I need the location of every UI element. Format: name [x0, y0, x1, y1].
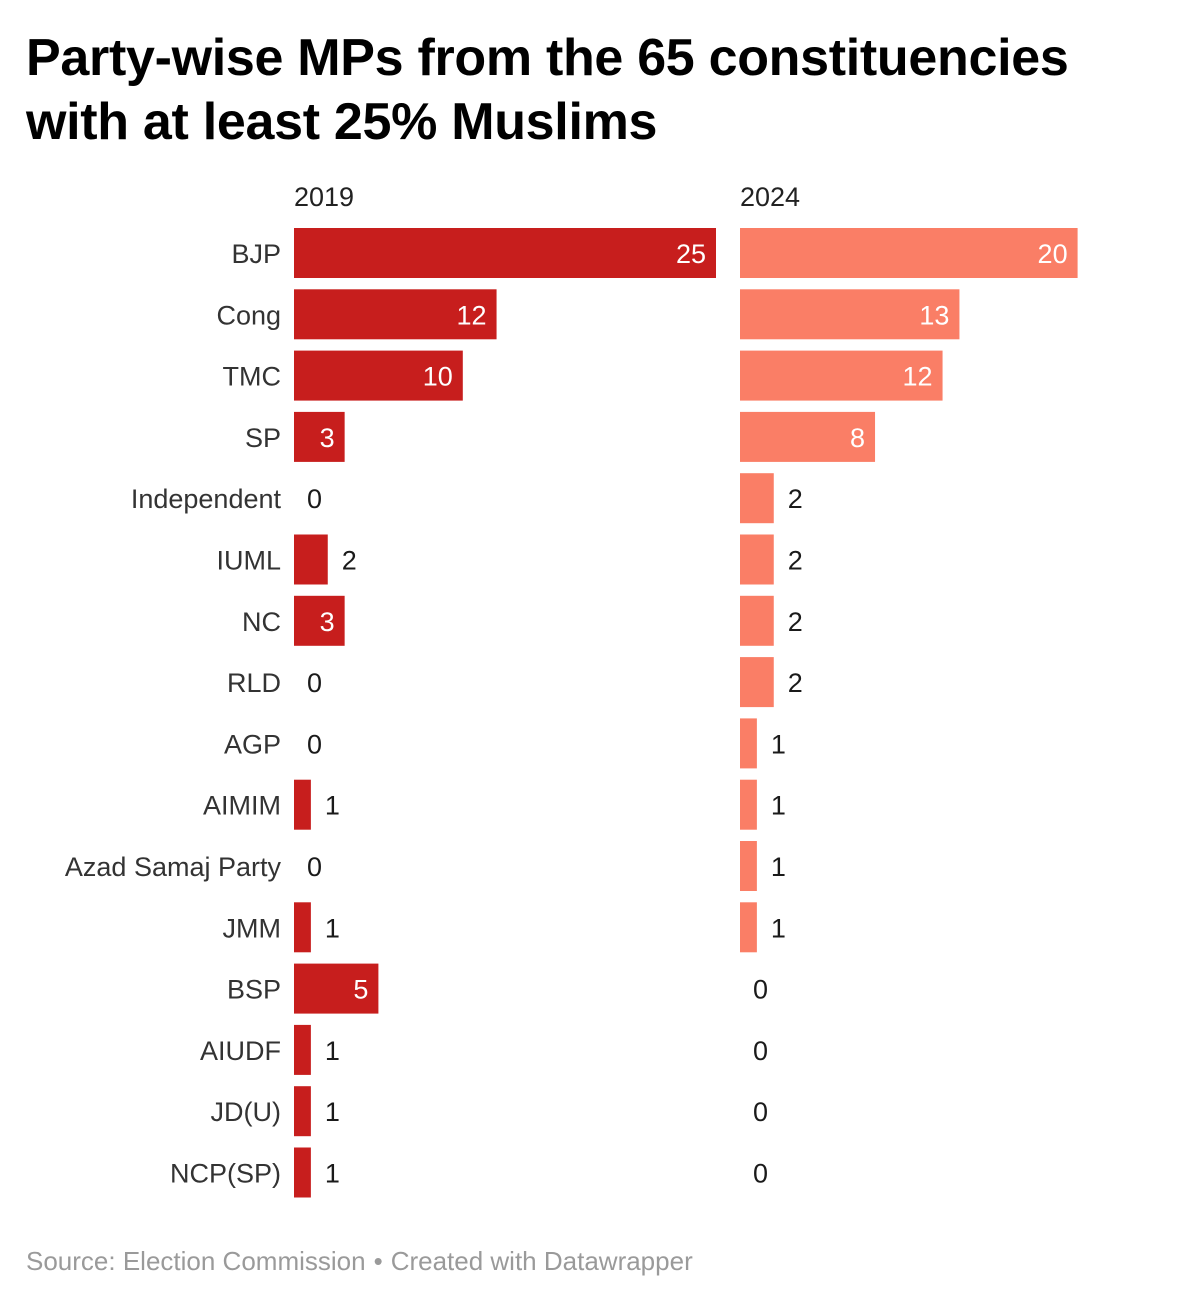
category-label: BJP	[231, 239, 281, 269]
bar-2024	[740, 534, 774, 585]
category-label: AIMIM	[203, 791, 281, 821]
category-label: NCP(SP)	[170, 1159, 281, 1189]
category-label: Cong	[216, 300, 281, 330]
bar-2024	[740, 473, 774, 524]
value-label-2019: 0	[307, 852, 322, 882]
source-note: Source: Election Commission	[26, 1246, 366, 1276]
value-label-2019: 1	[325, 1159, 340, 1189]
bar-2024	[740, 779, 757, 830]
value-label-2024: 2	[788, 668, 803, 698]
category-label: Azad Samaj Party	[65, 852, 282, 882]
value-label-2024: 0	[753, 975, 768, 1005]
value-label-2024: 13	[919, 300, 949, 330]
bar-2019	[294, 902, 311, 953]
value-label-2019: 3	[320, 423, 335, 453]
bar-2019	[294, 1147, 311, 1198]
category-label: RLD	[227, 668, 281, 698]
category-label: IUML	[216, 546, 281, 576]
category-label: JD(U)	[211, 1097, 281, 1127]
value-label-2024: 8	[850, 423, 865, 453]
value-label-2024: 0	[753, 1159, 768, 1189]
value-label-2019: 0	[307, 484, 322, 514]
value-label-2019: 0	[307, 668, 322, 698]
chart-title: Party-wise MPs from the 65 constituencie…	[26, 29, 1069, 151]
value-label-2024: 2	[788, 607, 803, 637]
bar-2024	[740, 228, 1078, 278]
bar-2024	[740, 411, 876, 462]
footer-separator: •	[373, 1246, 383, 1276]
bar-2019	[294, 963, 379, 1014]
value-label-2019: 2	[342, 546, 357, 576]
value-label-2024: 1	[771, 913, 786, 943]
category-label: Independent	[131, 484, 282, 514]
bar-2019	[294, 1024, 311, 1075]
category-label: SP	[245, 423, 281, 453]
bar-2019	[294, 779, 311, 830]
chart-footer: Source: Election Commission • Created with…	[26, 1246, 693, 1277]
value-label-2019: 3	[320, 607, 335, 637]
panel-header-2019: 2019	[294, 182, 354, 212]
value-label-2024: 1	[771, 729, 786, 759]
bar-2019	[294, 411, 345, 462]
value-label-2024: 2	[788, 546, 803, 576]
value-label-2019: 0	[307, 729, 322, 759]
category-label: BSP	[227, 975, 281, 1005]
bar-2019	[294, 350, 463, 401]
bar-2024	[740, 902, 757, 953]
value-label-2019: 1	[325, 1097, 340, 1127]
bar-2024	[740, 841, 757, 891]
bar-2024	[740, 657, 774, 708]
value-label-2019: 12	[457, 300, 487, 330]
bar-2024	[740, 595, 774, 646]
bar-2019	[294, 1086, 311, 1137]
value-label-2024: 0	[753, 1036, 768, 1066]
category-label: TMC	[223, 362, 281, 392]
value-label-2024: 2	[788, 484, 803, 514]
value-label-2019: 5	[353, 975, 368, 1005]
value-label-2024: 1	[771, 791, 786, 821]
category-label: AGP	[224, 729, 281, 759]
value-label-2019: 1	[325, 1036, 340, 1066]
value-label-2019: 1	[325, 913, 340, 943]
bar-2019	[294, 595, 345, 646]
value-label-2024: 12	[903, 362, 933, 392]
bar-2024	[740, 718, 757, 769]
value-label-2024: 0	[753, 1097, 768, 1127]
category-label: JMM	[223, 913, 281, 943]
value-label-2024: 1	[771, 852, 786, 882]
category-label: AIUDF	[200, 1036, 281, 1066]
bar-2024	[740, 289, 960, 340]
panel-header-2024: 2024	[740, 182, 800, 212]
bar-2019	[294, 534, 328, 585]
value-label-2019: 10	[423, 362, 453, 392]
bar-2019	[294, 228, 716, 278]
bar-2019	[294, 289, 497, 340]
value-label-2019: 1	[325, 791, 340, 821]
bar-2024	[740, 350, 943, 401]
value-label-2024: 20	[1038, 239, 1068, 269]
category-label: NC	[242, 607, 281, 637]
credit-link[interactable]: Created with Datawrapper	[390, 1246, 693, 1276]
value-label-2019: 25	[676, 239, 706, 269]
